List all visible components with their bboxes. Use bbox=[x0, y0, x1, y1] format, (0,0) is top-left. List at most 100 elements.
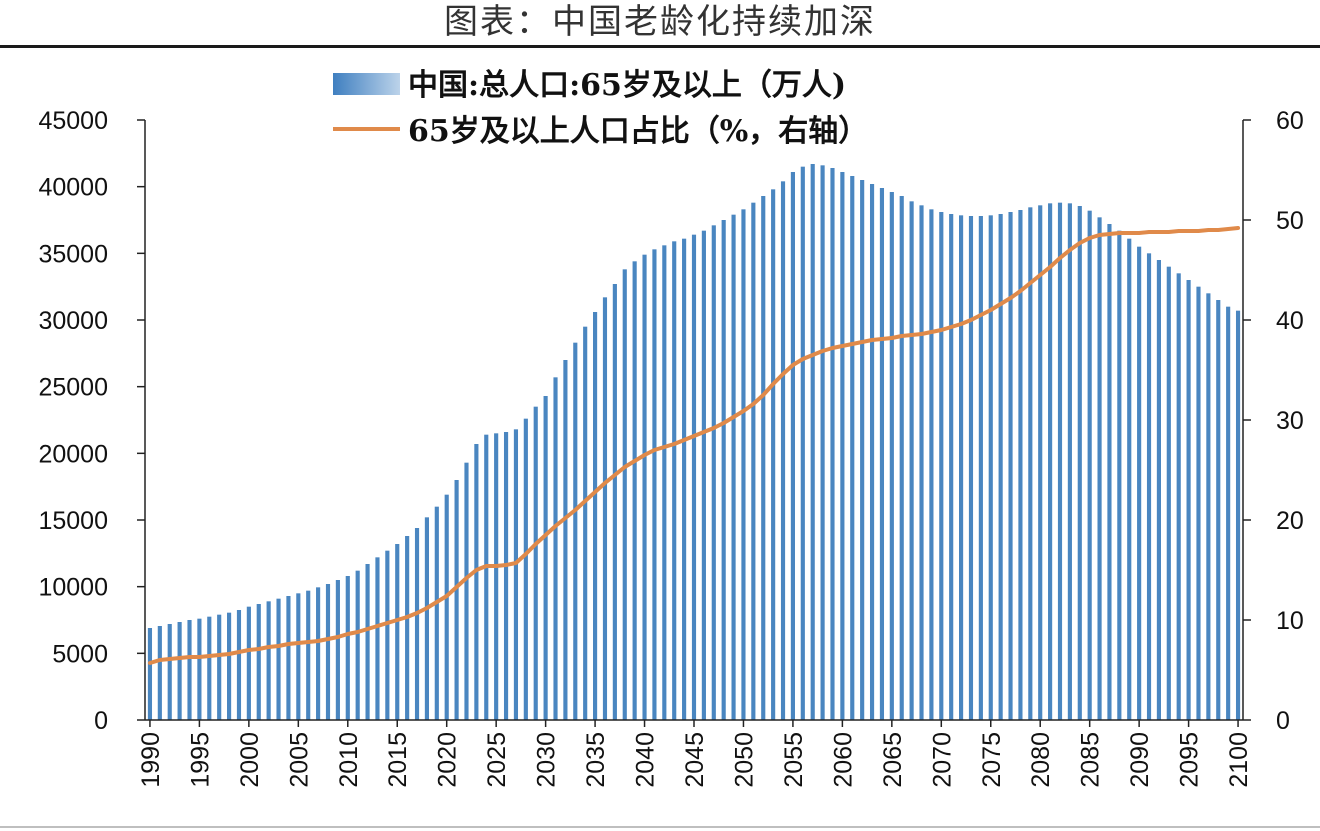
bar-2036 bbox=[602, 297, 608, 720]
bar-2058 bbox=[820, 165, 825, 720]
bar-2100 bbox=[1235, 310, 1241, 720]
bar-2095 bbox=[1186, 280, 1191, 720]
bar-2042 bbox=[662, 245, 667, 720]
x-tick-label: 2090 bbox=[1126, 732, 1154, 788]
axes bbox=[137, 119, 1251, 727]
right-tick-label: 10 bbox=[1276, 607, 1304, 635]
x-tick-label: 2045 bbox=[681, 732, 709, 788]
bar-2090 bbox=[1137, 246, 1142, 721]
bar-2064 bbox=[879, 188, 885, 720]
bar-2067 bbox=[909, 201, 914, 720]
bar-2093 bbox=[1166, 266, 1171, 720]
bar-2046 bbox=[701, 230, 706, 721]
x-tick-label: 2025 bbox=[483, 732, 511, 788]
bar-1991 bbox=[157, 626, 162, 720]
bar-2013 bbox=[375, 557, 380, 720]
bar-2068 bbox=[919, 205, 924, 720]
left-tick-label: 15000 bbox=[38, 507, 108, 535]
bar-2094 bbox=[1176, 273, 1181, 720]
bar-2053 bbox=[771, 189, 776, 720]
x-tick-label: 2075 bbox=[978, 732, 1006, 788]
bar-2061 bbox=[850, 176, 855, 720]
bar-2077 bbox=[1008, 212, 1013, 720]
bar-2079 bbox=[1028, 207, 1033, 720]
bar-2084 bbox=[1077, 206, 1082, 720]
bar-2073 bbox=[968, 216, 974, 720]
bar-2003 bbox=[276, 598, 281, 720]
bar-2071 bbox=[949, 214, 954, 720]
x-tick-label: 2015 bbox=[384, 732, 412, 788]
bar-2016 bbox=[405, 536, 410, 720]
bar-2025 bbox=[494, 433, 499, 720]
left-tick-label: 45000 bbox=[38, 107, 108, 135]
bar-2041 bbox=[652, 249, 657, 720]
bar-2034 bbox=[583, 326, 588, 720]
bar-2005 bbox=[296, 593, 301, 720]
right-tick-label: 20 bbox=[1276, 507, 1304, 535]
bar-2097 bbox=[1206, 293, 1211, 720]
bar-2024 bbox=[484, 434, 489, 720]
line-series-ratio bbox=[147, 226, 1241, 665]
bar-2078 bbox=[1018, 210, 1023, 720]
bar-2043 bbox=[672, 241, 677, 720]
bar-2002 bbox=[266, 601, 271, 720]
bar-2088 bbox=[1117, 230, 1122, 721]
bar-2007 bbox=[316, 587, 321, 720]
legend: 中国:总人口:65岁及以上（万人) 65岁及以上人口占比（%，右轴） bbox=[333, 68, 868, 149]
bar-2087 bbox=[1107, 224, 1112, 720]
bar-2020 bbox=[444, 494, 449, 720]
bar-2065 bbox=[889, 192, 894, 720]
x-tick-label: 2085 bbox=[1077, 732, 1105, 788]
x-tick-label: 2020 bbox=[434, 732, 462, 788]
bar-2048 bbox=[721, 220, 726, 720]
x-tick-label: 2010 bbox=[335, 732, 363, 788]
bar-2031 bbox=[553, 377, 558, 720]
bar-1992 bbox=[167, 624, 172, 720]
bar-2038 bbox=[622, 269, 627, 720]
x-tick-label: 2030 bbox=[533, 732, 561, 788]
x-tick-label: 2070 bbox=[928, 732, 956, 788]
bar-2098 bbox=[1216, 300, 1221, 720]
bar-2012 bbox=[365, 564, 370, 720]
x-tick-label: 2055 bbox=[780, 732, 808, 788]
x-tick-label: 2035 bbox=[582, 732, 610, 788]
bar-2040 bbox=[642, 254, 647, 721]
left-tick-label: 5000 bbox=[52, 640, 108, 668]
page-title: 图表：中国老龄化持续加深 bbox=[444, 2, 876, 42]
bar-2030 bbox=[543, 396, 548, 720]
bar-2063 bbox=[869, 184, 875, 720]
bar-2047 bbox=[711, 225, 716, 720]
bar-2062 bbox=[860, 180, 865, 720]
x-tick-label: 1995 bbox=[186, 732, 214, 788]
bar-2044 bbox=[682, 238, 687, 721]
bar-2008 bbox=[325, 584, 331, 720]
bar-series bbox=[147, 164, 1241, 721]
bar-2018 bbox=[424, 517, 429, 720]
bar-2009 bbox=[335, 580, 340, 720]
bar-1990 bbox=[147, 628, 153, 720]
bar-1995 bbox=[197, 618, 202, 720]
bar-2033 bbox=[573, 342, 578, 720]
bar-2086 bbox=[1097, 217, 1102, 720]
x-tick-label: 2065 bbox=[879, 732, 907, 788]
bar-2019 bbox=[434, 506, 439, 720]
x-tick-label: 2040 bbox=[632, 732, 660, 788]
bar-1999 bbox=[236, 610, 242, 720]
bar-2051 bbox=[751, 202, 756, 721]
bar-1997 bbox=[217, 614, 222, 720]
x-tick-label: 2100 bbox=[1225, 732, 1253, 788]
tick-labels: 0500010000150002000025000300003500040000… bbox=[38, 107, 1303, 788]
left-tick-label: 40000 bbox=[38, 174, 108, 202]
right-tick-label: 30 bbox=[1276, 407, 1304, 435]
bar-2074 bbox=[978, 216, 983, 720]
bar-2091 bbox=[1146, 253, 1152, 720]
left-tick-label: 25000 bbox=[38, 374, 108, 402]
bar-2072 bbox=[959, 215, 964, 720]
bar-1998 bbox=[227, 612, 232, 720]
bar-2070 bbox=[939, 212, 944, 720]
left-tick-label: 20000 bbox=[38, 440, 108, 468]
x-tick-label: 2005 bbox=[285, 732, 313, 788]
bar-2059 bbox=[830, 168, 835, 720]
legend-swatch-bar bbox=[333, 73, 400, 95]
bar-2021 bbox=[454, 480, 459, 720]
